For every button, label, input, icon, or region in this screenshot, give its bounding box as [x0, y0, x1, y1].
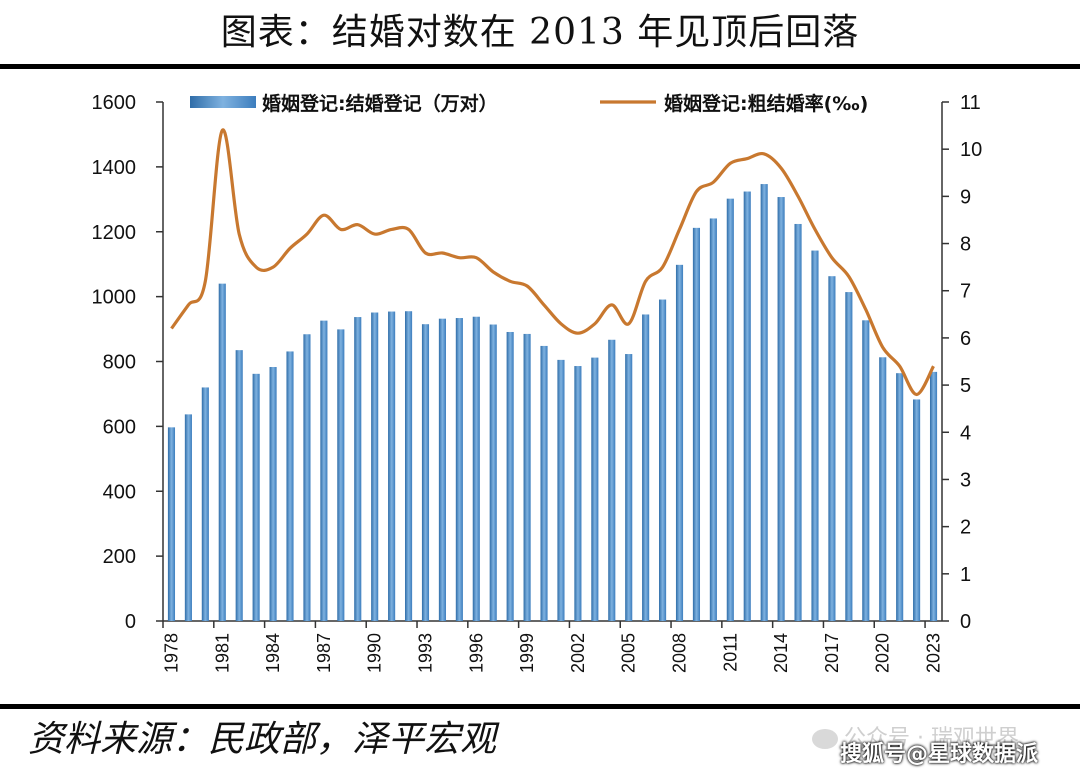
bar-1981 — [218, 283, 226, 621]
wechat-watermark-text: 公众号 · 瑞观世界 — [844, 726, 1019, 751]
x-tick-label: 2002 — [568, 633, 588, 673]
x-tick-label: 1996 — [466, 633, 486, 673]
bar-2005 — [625, 354, 633, 621]
right-tick-label: 7 — [960, 281, 971, 303]
bar-2022 — [913, 399, 921, 621]
bar-2000 — [540, 345, 548, 621]
bar-1999 — [523, 333, 531, 621]
sohu-watermark: 搜狐号@星球数据派 — [840, 742, 1039, 767]
bar-2004 — [608, 339, 616, 621]
x-tick-label: 2017 — [822, 633, 842, 673]
x-tick-label: 1993 — [415, 633, 435, 673]
bar-2015 — [794, 223, 802, 621]
bar-1989 — [354, 317, 362, 621]
x-tick-label: 1999 — [517, 633, 537, 673]
bar-1994 — [438, 318, 446, 621]
right-tick-label: 2 — [960, 517, 971, 539]
bar-1978 — [167, 427, 176, 621]
bar-2002 — [574, 366, 582, 621]
bar-2013 — [760, 184, 768, 621]
x-tick-label: 1984 — [263, 633, 283, 673]
bar-1995 — [455, 318, 463, 621]
bar-1996 — [472, 316, 480, 621]
bar-1993 — [421, 324, 430, 621]
bar-1992 — [404, 311, 413, 621]
right-tick-label: 10 — [960, 139, 982, 161]
left-tick-label: 1600 — [92, 92, 137, 114]
bar-2007 — [659, 299, 667, 621]
bar-2020 — [879, 357, 887, 621]
bar-2018 — [845, 292, 853, 621]
right-tick-label: 5 — [960, 375, 971, 397]
left-tick-label: 1200 — [92, 222, 137, 244]
left-tick-label: 1400 — [92, 157, 137, 179]
page-title: 图表：结婚对数在 2013 年见顶后回落 — [220, 12, 860, 53]
marriage-rate-line — [170, 128, 935, 397]
left-tick-label: 400 — [103, 481, 136, 503]
x-tick-label: 1987 — [314, 633, 334, 673]
bar-1998 — [506, 331, 514, 621]
bar-2012 — [743, 191, 751, 621]
bar-2023 — [929, 371, 938, 621]
bar-1990 — [371, 312, 379, 621]
right-tick-label: 11 — [960, 92, 981, 114]
bottom-divider — [0, 704, 1080, 709]
left-tick-label: 200 — [103, 546, 136, 568]
x-tick-label: 1978 — [161, 633, 181, 673]
bar-1980 — [201, 387, 209, 621]
marriage-chart: 0 200 400 600 800 1000 1200 1400 1600 0 1 2 3 4 5 6 7 8 9 1… — [92, 92, 983, 673]
bar-2021 — [896, 373, 904, 621]
right-tick-label: 8 — [960, 234, 971, 256]
wechat-logo-icon — [812, 729, 838, 749]
x-tick-label: 2011 — [720, 633, 740, 672]
legend-bar-swatch — [190, 96, 256, 108]
bar-1987 — [320, 320, 328, 621]
bar-2009 — [692, 227, 701, 622]
left-tick-label: 0 — [125, 611, 136, 633]
x-tick-label: 1990 — [365, 633, 385, 673]
bar-2010 — [709, 218, 717, 621]
bar-1985 — [286, 351, 294, 621]
bar-2014 — [777, 197, 785, 621]
bar-2019 — [862, 320, 870, 621]
right-tick-label: 3 — [960, 469, 971, 491]
right-tick-label: 4 — [960, 422, 971, 444]
legend-bar-label: 婚姻登记:结婚登记（万对） — [262, 92, 498, 115]
x-tick-label: 2023 — [924, 633, 944, 673]
x-tick-label: 1981 — [212, 633, 232, 673]
left-tick-label: 800 — [103, 352, 136, 374]
bar-1988 — [337, 329, 345, 621]
right-tick-label: 1 — [960, 564, 971, 586]
legend-line-label: 婚姻登记:粗结婚率(‰) — [664, 92, 868, 115]
source-note: 资料来源：民政部，泽平宏观 — [28, 719, 497, 760]
x-tick-label: 2020 — [873, 633, 893, 673]
bar-1982 — [235, 350, 243, 621]
right-tick-label: 9 — [960, 186, 971, 208]
bar-2001 — [557, 359, 565, 621]
left-tick-label: 1000 — [92, 287, 137, 309]
bar-2016 — [811, 250, 819, 621]
bar-2008 — [675, 264, 684, 621]
bar-1983 — [252, 373, 260, 621]
bar-1997 — [489, 324, 497, 621]
right-tick-label: 0 — [960, 611, 971, 633]
top-divider — [0, 64, 1080, 69]
right-tick-label: 6 — [960, 328, 971, 350]
x-tick-label: 2008 — [670, 633, 690, 673]
bar-1986 — [303, 334, 311, 621]
bar-1991 — [388, 311, 396, 621]
bar-1984 — [269, 367, 277, 621]
bar-2003 — [591, 357, 599, 621]
x-tick-label: 2005 — [619, 633, 639, 673]
left-tick-label: 600 — [103, 416, 136, 438]
wechat-watermark: 公众号 · 瑞观世界 — [812, 720, 1019, 752]
x-tick-label: 2014 — [771, 633, 791, 673]
bar-2017 — [828, 276, 836, 621]
bar-2006 — [642, 314, 650, 621]
bar-1979 — [184, 414, 192, 621]
bar-2011 — [726, 198, 734, 621]
